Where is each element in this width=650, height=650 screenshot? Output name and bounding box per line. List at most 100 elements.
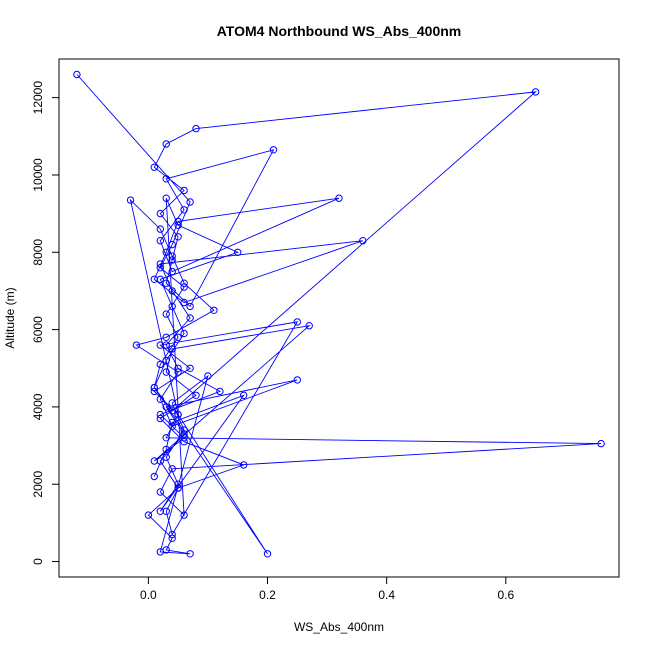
data-point: [162, 333, 170, 341]
y-tick-label: 6000: [31, 316, 45, 343]
y-tick-label: 2000: [31, 471, 45, 498]
chart-title: ATOM4 Northbound WS_Abs_400nm: [217, 23, 462, 39]
data-point: [531, 88, 540, 96]
data-point: [156, 341, 165, 349]
data-point: [240, 461, 248, 469]
data-point: [180, 434, 188, 442]
data-point: [174, 410, 182, 419]
data-point: [162, 310, 170, 318]
data-point: [162, 175, 170, 183]
data-point: [174, 480, 182, 488]
x-tick-label: 0.6: [497, 588, 514, 602]
data-point: [162, 248, 170, 257]
data-point: [174, 233, 182, 241]
data-point: [192, 391, 200, 399]
data-point: [168, 399, 176, 407]
data-point: [162, 194, 170, 202]
data-point: [162, 368, 170, 376]
data-point: [186, 550, 194, 558]
data-point: [162, 279, 170, 287]
data-point: [174, 484, 182, 492]
x-tick-label: 0.4: [378, 588, 395, 602]
data-point: [156, 410, 165, 419]
data-point: [335, 194, 343, 202]
data-point: [168, 302, 176, 311]
y-axis: 0 2000 4000 6000 8000 10000 12000: [31, 81, 60, 565]
data-point: [174, 217, 182, 226]
data-point: [180, 511, 188, 519]
data-point: [168, 422, 176, 430]
data-point: [162, 434, 170, 442]
data-point: [293, 376, 301, 384]
data-point: [144, 511, 153, 519]
data-point: [132, 341, 141, 349]
data-point: [168, 240, 176, 249]
data-point: [174, 221, 182, 229]
data-point: [168, 256, 176, 264]
data-point: [234, 248, 242, 257]
data-point: [204, 372, 212, 380]
data-point: [162, 453, 170, 461]
data-point: [156, 275, 165, 283]
y-tick-label: 10000: [31, 158, 45, 192]
data-point: [168, 534, 176, 542]
data-point: [162, 507, 170, 515]
data-point: [150, 472, 159, 481]
y-tick-label: 4000: [31, 393, 45, 420]
data-point: [174, 368, 182, 376]
data-point: [156, 548, 165, 556]
data-point: [180, 279, 188, 287]
x-tick-label: 0.2: [259, 588, 276, 602]
data-point: [156, 209, 165, 218]
data-point: [174, 364, 182, 372]
data-point: [156, 360, 165, 369]
data-point: [150, 387, 159, 396]
data-point: [156, 260, 165, 268]
data-point: [269, 146, 278, 154]
y-tick-label: 12000: [31, 81, 45, 115]
data-point: [168, 345, 176, 353]
data-point: [180, 206, 188, 214]
data-point: [174, 333, 182, 341]
data-point: [156, 507, 165, 515]
x-axis: 0.0 0.2 0.4 0.6: [140, 576, 514, 602]
data-point: [156, 264, 165, 272]
data-point: [180, 329, 188, 338]
data-point: [240, 391, 248, 399]
data-point: [156, 488, 165, 496]
y-tick-label: 0: [31, 558, 45, 565]
data-point: [162, 341, 170, 349]
data-point: [293, 318, 301, 326]
y-axis-label: Altitude (m): [3, 287, 17, 348]
data-point: [156, 414, 165, 423]
data-point: [168, 252, 176, 260]
data-point: [156, 237, 165, 245]
data-point: [192, 124, 200, 133]
data-series: [73, 70, 605, 558]
data-point: [263, 550, 272, 558]
x-axis-label: WS_Abs_400nm: [294, 620, 384, 634]
data-point: [168, 287, 176, 295]
data-point: [180, 430, 188, 438]
series-line: [76, 74, 602, 555]
data-point: [597, 439, 605, 448]
data-point: [73, 70, 81, 79]
data-point: [180, 426, 188, 434]
data-point: [150, 163, 159, 171]
data-point: [156, 225, 165, 233]
data-point: [126, 196, 135, 204]
data-point: [186, 302, 194, 311]
data-point: [216, 387, 224, 396]
data-point: [180, 438, 188, 446]
data-point: [210, 306, 218, 314]
data-point: [180, 186, 188, 195]
data-point: [168, 418, 176, 427]
data-point: [156, 395, 165, 403]
x-tick-label: 0.0: [140, 588, 157, 602]
data-point: [186, 198, 194, 206]
data-point: [168, 407, 176, 415]
data-point: [180, 298, 188, 307]
data-point: [156, 457, 165, 465]
data-point: [162, 356, 170, 365]
data-point: [162, 445, 170, 454]
